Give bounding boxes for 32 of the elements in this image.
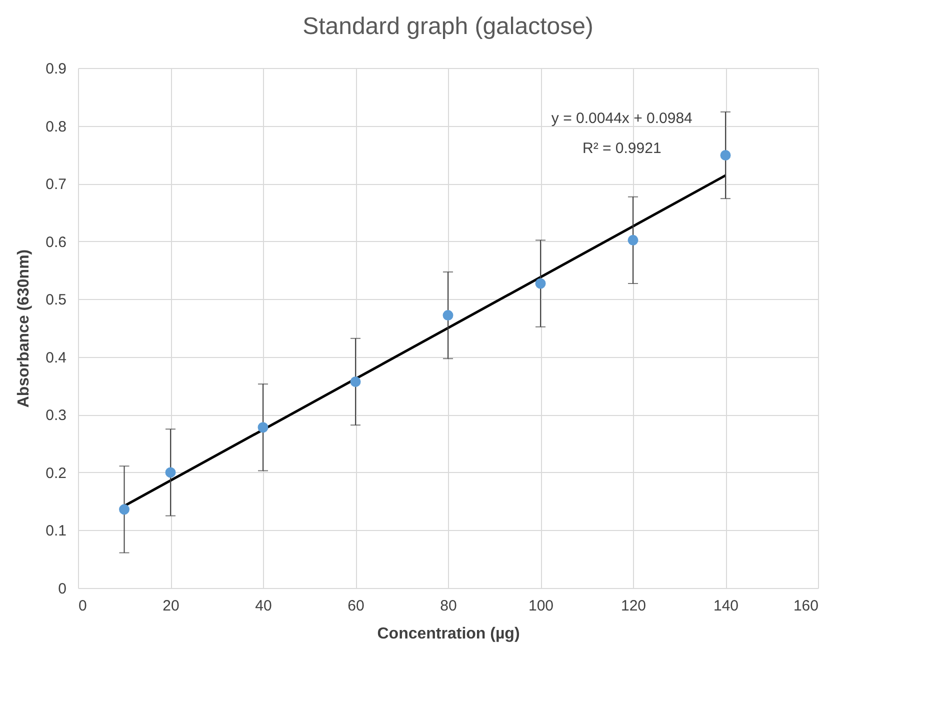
point xyxy=(258,422,268,433)
x-tick-label: 0 xyxy=(78,598,87,614)
x-tick-label: 100 xyxy=(528,598,554,614)
x-tick-label: 120 xyxy=(620,598,646,614)
x-tick-label: 160 xyxy=(793,598,818,614)
x-tick-label: 40 xyxy=(255,598,272,614)
annotation: y = 0.0044x + 0.0984 xyxy=(551,110,692,127)
x-axis-title: Concentration (µg) xyxy=(377,626,520,642)
x-tick-label: 60 xyxy=(348,598,364,614)
annotation: R² = 0.9921 xyxy=(582,140,662,157)
point xyxy=(165,467,176,478)
y-tick-label: 0 xyxy=(58,580,66,598)
point xyxy=(720,150,731,160)
point xyxy=(119,504,130,515)
y-tick-label: 0.6 xyxy=(46,234,66,251)
point xyxy=(350,376,361,387)
y-tick-label: 0.8 xyxy=(46,118,66,136)
y-tick-label: 0.5 xyxy=(46,292,66,309)
y-tick-label: 0.3 xyxy=(46,407,66,424)
y-tick-label: 0.7 xyxy=(46,176,66,194)
chart-title: Standard graph (galactose) xyxy=(302,13,594,40)
y-tick-label: 0.9 xyxy=(46,60,66,78)
point xyxy=(535,278,546,289)
x-tick-label: 80 xyxy=(440,598,457,614)
x-tick-label: 20 xyxy=(162,598,180,614)
point xyxy=(628,234,638,246)
point xyxy=(442,310,454,321)
y-tick-label: 0.1 xyxy=(46,522,66,540)
y-tick-label: 0.4 xyxy=(46,349,66,366)
x-tick-label: 140 xyxy=(713,598,739,614)
y-tick-label: 0.2 xyxy=(46,464,66,482)
y-axis-title: Absorbance (630nm) xyxy=(16,249,33,408)
